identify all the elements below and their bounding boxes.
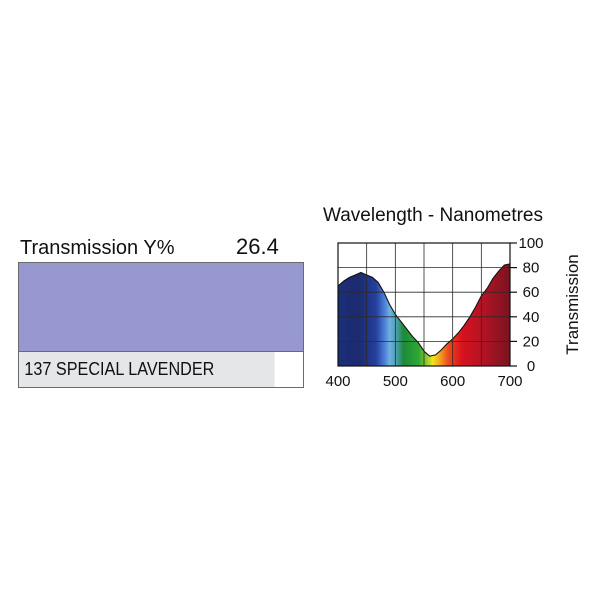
x-tick-label: 500 xyxy=(383,373,408,390)
transmission-label: Transmission Y% xyxy=(20,237,175,259)
plot-frame xyxy=(337,242,511,367)
y-tick-label: 40 xyxy=(523,309,540,326)
filter-name: 137 SPECIAL LAVENDER xyxy=(19,352,275,387)
x-tick-label: 400 xyxy=(325,373,350,390)
transmission-chart: Wavelength - Nanometres xyxy=(310,195,600,405)
filter-info-panel: Transmission Y% 26.4 137 SPECIAL LAVENDE… xyxy=(18,234,304,388)
x-tick-label: 600 xyxy=(440,373,465,390)
transmission-area xyxy=(338,263,510,366)
y-axis-label: Transmission xyxy=(563,254,582,354)
chart-title: Wavelength - Nanometres xyxy=(323,205,544,226)
transmission-value: 26.4 xyxy=(236,234,279,259)
x-tick-label: 700 xyxy=(497,373,522,390)
chart-svg: 400 500 600 700 0 20 40 60 80 100 Transmission xyxy=(325,235,582,390)
y-tick-label: 60 xyxy=(523,284,540,301)
color-swatch xyxy=(19,263,303,352)
filter-card: 137 SPECIAL LAVENDER xyxy=(18,262,304,388)
y-tick-label: 0 xyxy=(527,358,535,375)
y-tick-label: 80 xyxy=(523,260,540,277)
y-tick-label: 20 xyxy=(523,333,540,350)
y-tick-label: 100 xyxy=(518,235,543,252)
